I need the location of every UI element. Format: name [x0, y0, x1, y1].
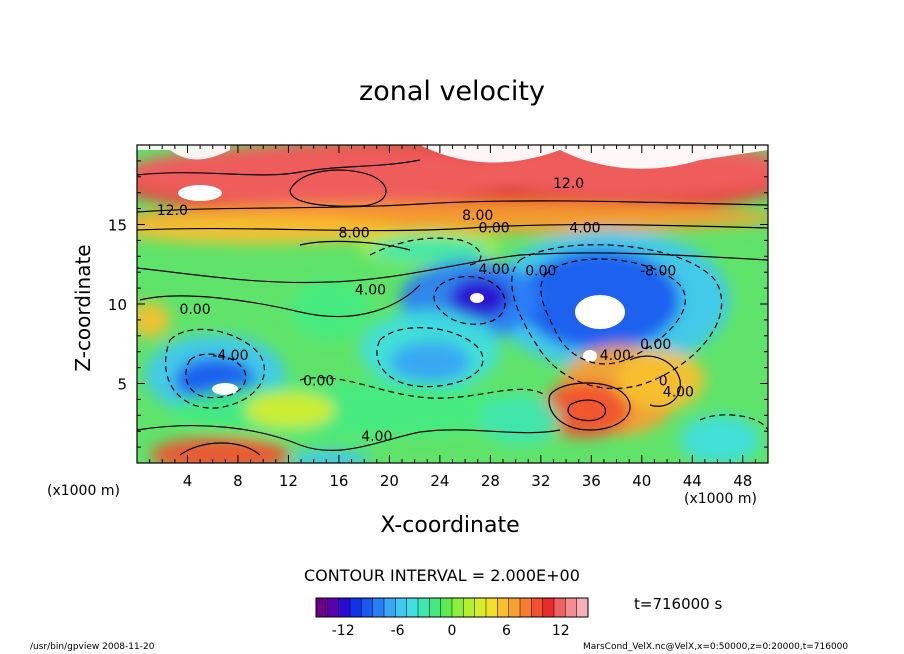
- field-blobs: [137, 145, 768, 463]
- colorbar-swatch: [554, 598, 566, 617]
- saturation-patch: [212, 383, 238, 395]
- colorbar-swatch: [474, 598, 487, 617]
- x-tick-label: 16: [329, 472, 348, 490]
- x-tick-label: 12: [279, 472, 298, 490]
- saturation-patch: [470, 293, 484, 303]
- colorbar-tick-label: 6: [502, 623, 511, 639]
- colorbar-swatch: [361, 598, 374, 617]
- colorbar-swatch: [520, 598, 532, 617]
- colorbar-swatch: [542, 598, 555, 617]
- saturation-patch: [178, 185, 222, 201]
- x-tick-label: 40: [632, 472, 651, 490]
- colorbar-swatch: [440, 598, 453, 617]
- x-tick-label: 28: [481, 472, 500, 490]
- contour-label: 0.00: [303, 373, 334, 389]
- contour-lines: [137, 159, 768, 456]
- contour-label: 4.00: [355, 283, 386, 299]
- x-tick-label: 24: [430, 472, 449, 490]
- colorbar-swatch: [372, 598, 385, 617]
- contour-label: 0: [659, 373, 668, 389]
- x-tick-label: 36: [582, 472, 601, 490]
- contour-label: 0.00: [640, 337, 671, 353]
- footer-right: MarsCond_VelX.nc@VelX,x=0:50000,z=0:2000…: [583, 642, 849, 652]
- colorbar-swatch: [406, 598, 419, 617]
- x-tick-label: 4: [183, 472, 193, 490]
- colorbar-swatch: [338, 598, 351, 617]
- x-axis-unit: (x1000 m): [684, 491, 757, 507]
- contour-label: 0.00: [525, 264, 556, 280]
- x-tick-label: 20: [380, 472, 399, 490]
- saturation-patch: [575, 295, 625, 329]
- contour-label: 4.00: [479, 262, 510, 278]
- x-tick-label: 48: [733, 472, 752, 490]
- velocity-field: [137, 145, 768, 463]
- colorbar-swatch: [429, 598, 442, 617]
- y-axis-unit: (x1000 m): [47, 483, 120, 499]
- colorbar-swatch: [463, 598, 476, 617]
- x-axis-label: X-coordinate: [380, 513, 520, 538]
- contour-label: 0.00: [179, 302, 210, 318]
- time-stamp: t=716000 s: [634, 595, 723, 613]
- colorbar-frame: [315, 597, 589, 618]
- contour-label-group: 12.0 12.0 8.00 8.00 4.00 0.00 4.00 0.00 4.00 -8.0…: [157, 176, 694, 445]
- x-tick-label: 44: [683, 472, 702, 490]
- colorbar-tick-label: 12: [552, 623, 570, 639]
- contour-label: 8.00: [338, 225, 369, 241]
- contour-label: 12.0: [157, 203, 188, 219]
- contour-label: 4.00: [361, 429, 392, 445]
- contour-label: 12.0: [553, 176, 584, 192]
- contour-label: 0.00: [479, 221, 510, 237]
- colorbar-swatch: [452, 598, 464, 617]
- colorbar-swatch: [327, 598, 340, 617]
- contour-label: 4.00: [600, 348, 631, 364]
- colorbar-swatch: [576, 598, 589, 617]
- y-tick-label: 5: [117, 376, 127, 394]
- x-tick-label: 32: [531, 472, 550, 490]
- y-tick-label: 10: [108, 296, 127, 314]
- contour-label: 8.00: [462, 208, 493, 224]
- colorbar: -12 -6 0 6 12: [315, 597, 589, 639]
- colorbar-tick-label: -12: [332, 623, 355, 639]
- colorbar-swatch: [316, 598, 328, 617]
- saturation-patch: [583, 350, 597, 362]
- colorbar-swatch: [350, 598, 362, 617]
- contour-interval-text: CONTOUR INTERVAL = 2.000E+00: [304, 566, 580, 585]
- colorbar-swatch: [565, 598, 578, 617]
- contour-label: 4.00: [569, 221, 600, 237]
- x-tick-label: 8: [233, 472, 243, 490]
- colorbar-swatch: [384, 598, 396, 617]
- y-tick-label: 15: [108, 217, 127, 235]
- colorbar-swatch: [486, 598, 498, 617]
- contour-label: -4.00: [212, 348, 248, 364]
- colorbar-swatch: [531, 598, 544, 617]
- colorbar-swatch: [497, 598, 510, 617]
- contour-label: 4.00: [663, 384, 694, 400]
- footer-left: /usr/bin/gpview 2008-11-20: [30, 642, 155, 652]
- contour-label: -8.00: [640, 264, 676, 280]
- colorbar-swatch: [418, 598, 430, 617]
- colorbar-tick-label: -6: [391, 623, 405, 639]
- colorbar-tick-label: 0: [448, 623, 457, 639]
- chart-title: zonal velocity: [359, 76, 545, 107]
- colorbar-swatch: [508, 598, 521, 617]
- colorbar-swatch: [395, 598, 408, 617]
